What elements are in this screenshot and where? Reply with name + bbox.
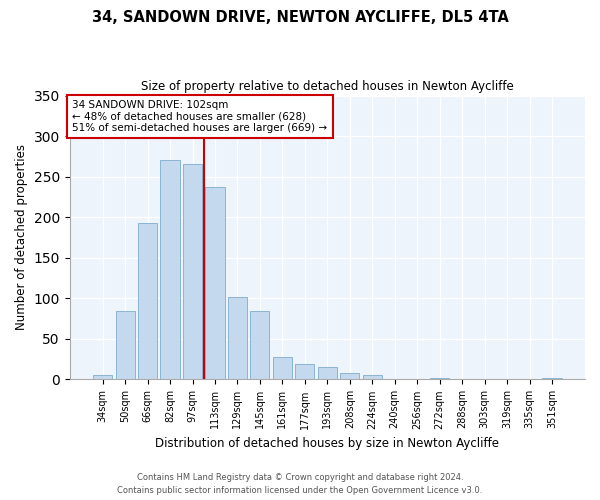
X-axis label: Distribution of detached houses by size in Newton Aycliffe: Distribution of detached houses by size … bbox=[155, 437, 499, 450]
Bar bbox=[363, 376, 382, 380]
Bar bbox=[318, 368, 337, 380]
Bar bbox=[250, 312, 269, 380]
Bar bbox=[183, 164, 202, 380]
Bar bbox=[273, 356, 292, 380]
Bar bbox=[228, 296, 247, 380]
Bar bbox=[160, 160, 179, 380]
Bar bbox=[340, 373, 359, 380]
Bar bbox=[116, 312, 134, 380]
Bar bbox=[430, 378, 449, 380]
Text: 34 SANDOWN DRIVE: 102sqm
← 48% of detached houses are smaller (628)
51% of semi-: 34 SANDOWN DRIVE: 102sqm ← 48% of detach… bbox=[72, 100, 328, 133]
Bar bbox=[138, 223, 157, 380]
Bar bbox=[542, 378, 562, 380]
Text: Contains HM Land Registry data © Crown copyright and database right 2024.
Contai: Contains HM Land Registry data © Crown c… bbox=[118, 473, 482, 495]
Bar bbox=[205, 187, 224, 380]
Text: 34, SANDOWN DRIVE, NEWTON AYCLIFFE, DL5 4TA: 34, SANDOWN DRIVE, NEWTON AYCLIFFE, DL5 … bbox=[92, 10, 508, 25]
Bar bbox=[295, 364, 314, 380]
Bar bbox=[93, 374, 112, 380]
Y-axis label: Number of detached properties: Number of detached properties bbox=[15, 144, 28, 330]
Title: Size of property relative to detached houses in Newton Aycliffe: Size of property relative to detached ho… bbox=[141, 80, 514, 93]
